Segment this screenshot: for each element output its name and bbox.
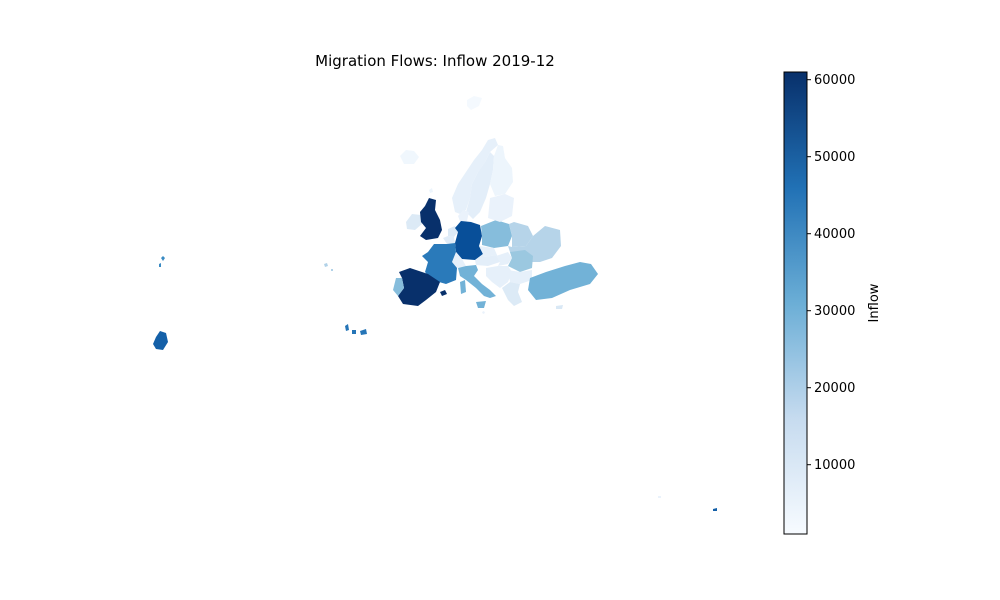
region-iceland <box>400 150 419 164</box>
region-united-kingdom <box>420 198 442 240</box>
region-finland <box>490 145 513 196</box>
map-regions <box>153 96 717 511</box>
region-sicily <box>476 301 486 308</box>
colorbar-label: Inflow <box>867 283 882 322</box>
region-poland <box>481 220 512 248</box>
region-romania <box>508 250 533 272</box>
region-hungary <box>496 252 512 266</box>
region-azores <box>159 256 165 267</box>
region-baltic-states <box>488 194 514 222</box>
region-balearic-islands <box>440 290 447 296</box>
colorbar-tick-label: 20000 <box>814 381 855 396</box>
colorbar-tick-label: 40000 <box>814 227 855 242</box>
region-french-guiana <box>153 331 168 350</box>
region-greece <box>502 282 522 306</box>
map-title: Migration Flows: Inflow 2019-12 <box>315 52 555 70</box>
region-madeira <box>324 263 333 271</box>
region-belarus <box>509 222 533 247</box>
region-svalbard <box>467 96 482 110</box>
region-norway <box>452 138 498 214</box>
region-france <box>422 243 457 284</box>
region-germany <box>455 221 483 260</box>
region-italy <box>458 265 496 298</box>
colorbar <box>783 71 808 535</box>
colorbar-tick-label: 60000 <box>814 73 855 88</box>
region-sardinia-corsica <box>460 280 466 294</box>
region-sweden <box>466 152 494 219</box>
region-denmark <box>458 210 469 224</box>
region-belgium <box>443 236 455 244</box>
region-turkey <box>528 262 598 300</box>
region-portugal <box>393 278 404 296</box>
colorbar-tick-label: 30000 <box>814 304 855 319</box>
region-bulgaria <box>508 270 532 284</box>
colorbar-tick-label: 10000 <box>814 458 855 473</box>
region-mayotte <box>658 496 661 498</box>
region-balkans <box>486 266 512 288</box>
region-switzerland <box>452 252 466 268</box>
colorbar-ticks: 10000 20000 30000 40000 50000 60000 <box>807 73 855 473</box>
region-reunion <box>713 508 717 511</box>
region-spain <box>398 268 440 306</box>
region-canary-islands <box>345 324 367 335</box>
region-ireland <box>406 214 422 230</box>
region-netherlands <box>448 226 458 237</box>
region-faroe-islands <box>429 188 433 193</box>
colorbar-tick-label: 50000 <box>814 150 855 165</box>
region-austria <box>475 254 500 266</box>
region-cyprus <box>556 305 563 309</box>
region-malta <box>482 311 485 314</box>
region-czechia <box>479 246 497 257</box>
